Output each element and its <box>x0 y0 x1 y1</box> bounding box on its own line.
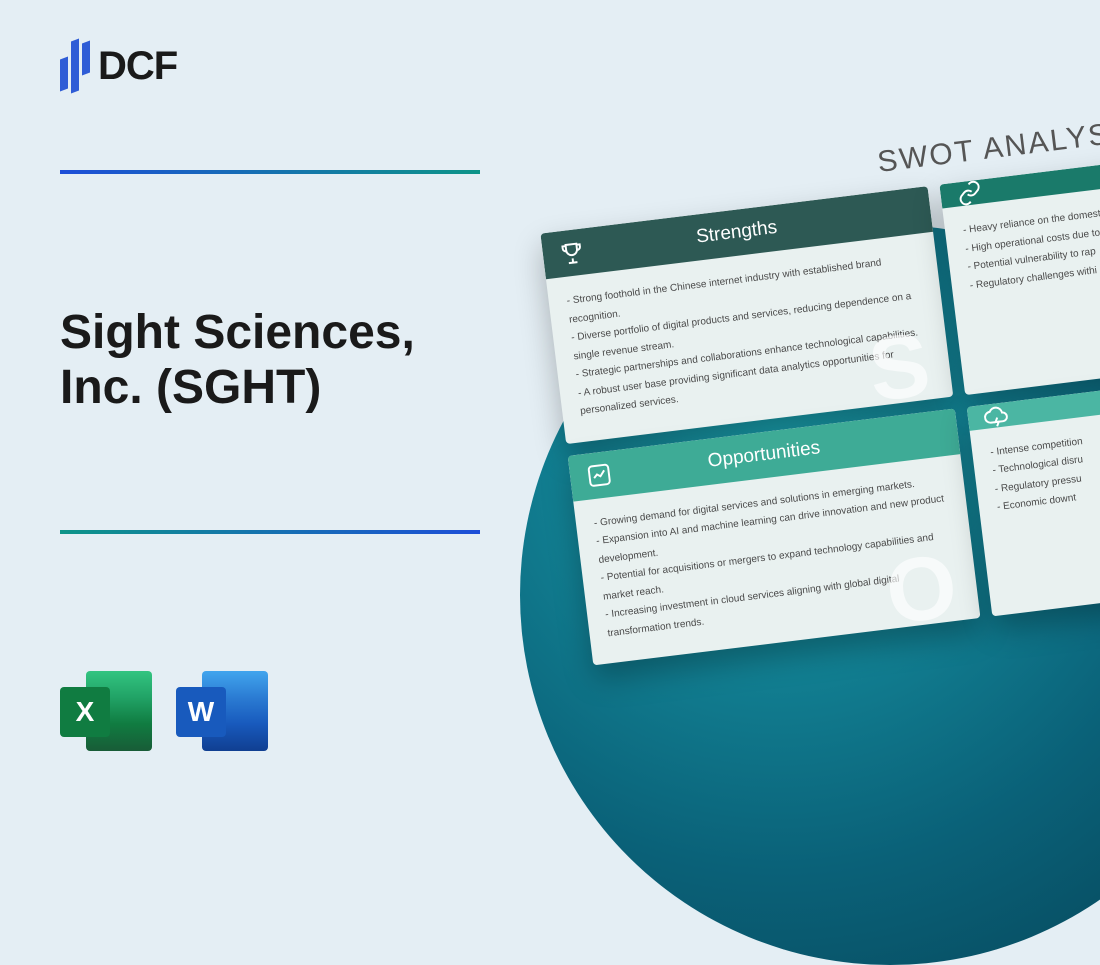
opportunities-label: Opportunities <box>707 437 822 473</box>
file-icons-row: X W <box>60 665 268 757</box>
trophy-icon <box>557 238 586 267</box>
divider-bottom <box>60 530 480 534</box>
swot-card-strengths: Strengths Strong foothold in the Chinese… <box>540 186 953 443</box>
word-icon[interactable]: W <box>176 665 268 757</box>
swot-panel: SWOT ANALYSIS Strengths Strong foothold … <box>535 110 1100 665</box>
opportunities-list: Growing demand for digital services and … <box>593 472 960 644</box>
excel-icon[interactable]: X <box>60 665 152 757</box>
divider-top <box>60 170 480 174</box>
word-letter: W <box>176 687 226 737</box>
page-title: Sight Sciences, Inc. (SGHT) <box>60 305 500 415</box>
brand-name: DCF <box>98 44 177 89</box>
swot-card-threats: Intense competition Technological disru … <box>967 376 1100 616</box>
brand-logo-mark <box>60 40 90 92</box>
swot-grid: Strengths Strong foothold in the Chinese… <box>540 156 1100 666</box>
excel-letter: X <box>60 687 110 737</box>
brand-logo: DCF <box>60 40 177 92</box>
strengths-list: Strong foothold in the Chinese internet … <box>566 250 933 422</box>
strengths-label: Strengths <box>695 217 778 249</box>
chart-icon <box>585 460 614 489</box>
threats-list: Intense competition Technological disru … <box>989 418 1100 518</box>
weaknesses-list: Heavy reliance on the domestic High oper… <box>962 196 1100 296</box>
swot-card-weaknesses: Heavy reliance on the domestic High oper… <box>939 154 1100 394</box>
